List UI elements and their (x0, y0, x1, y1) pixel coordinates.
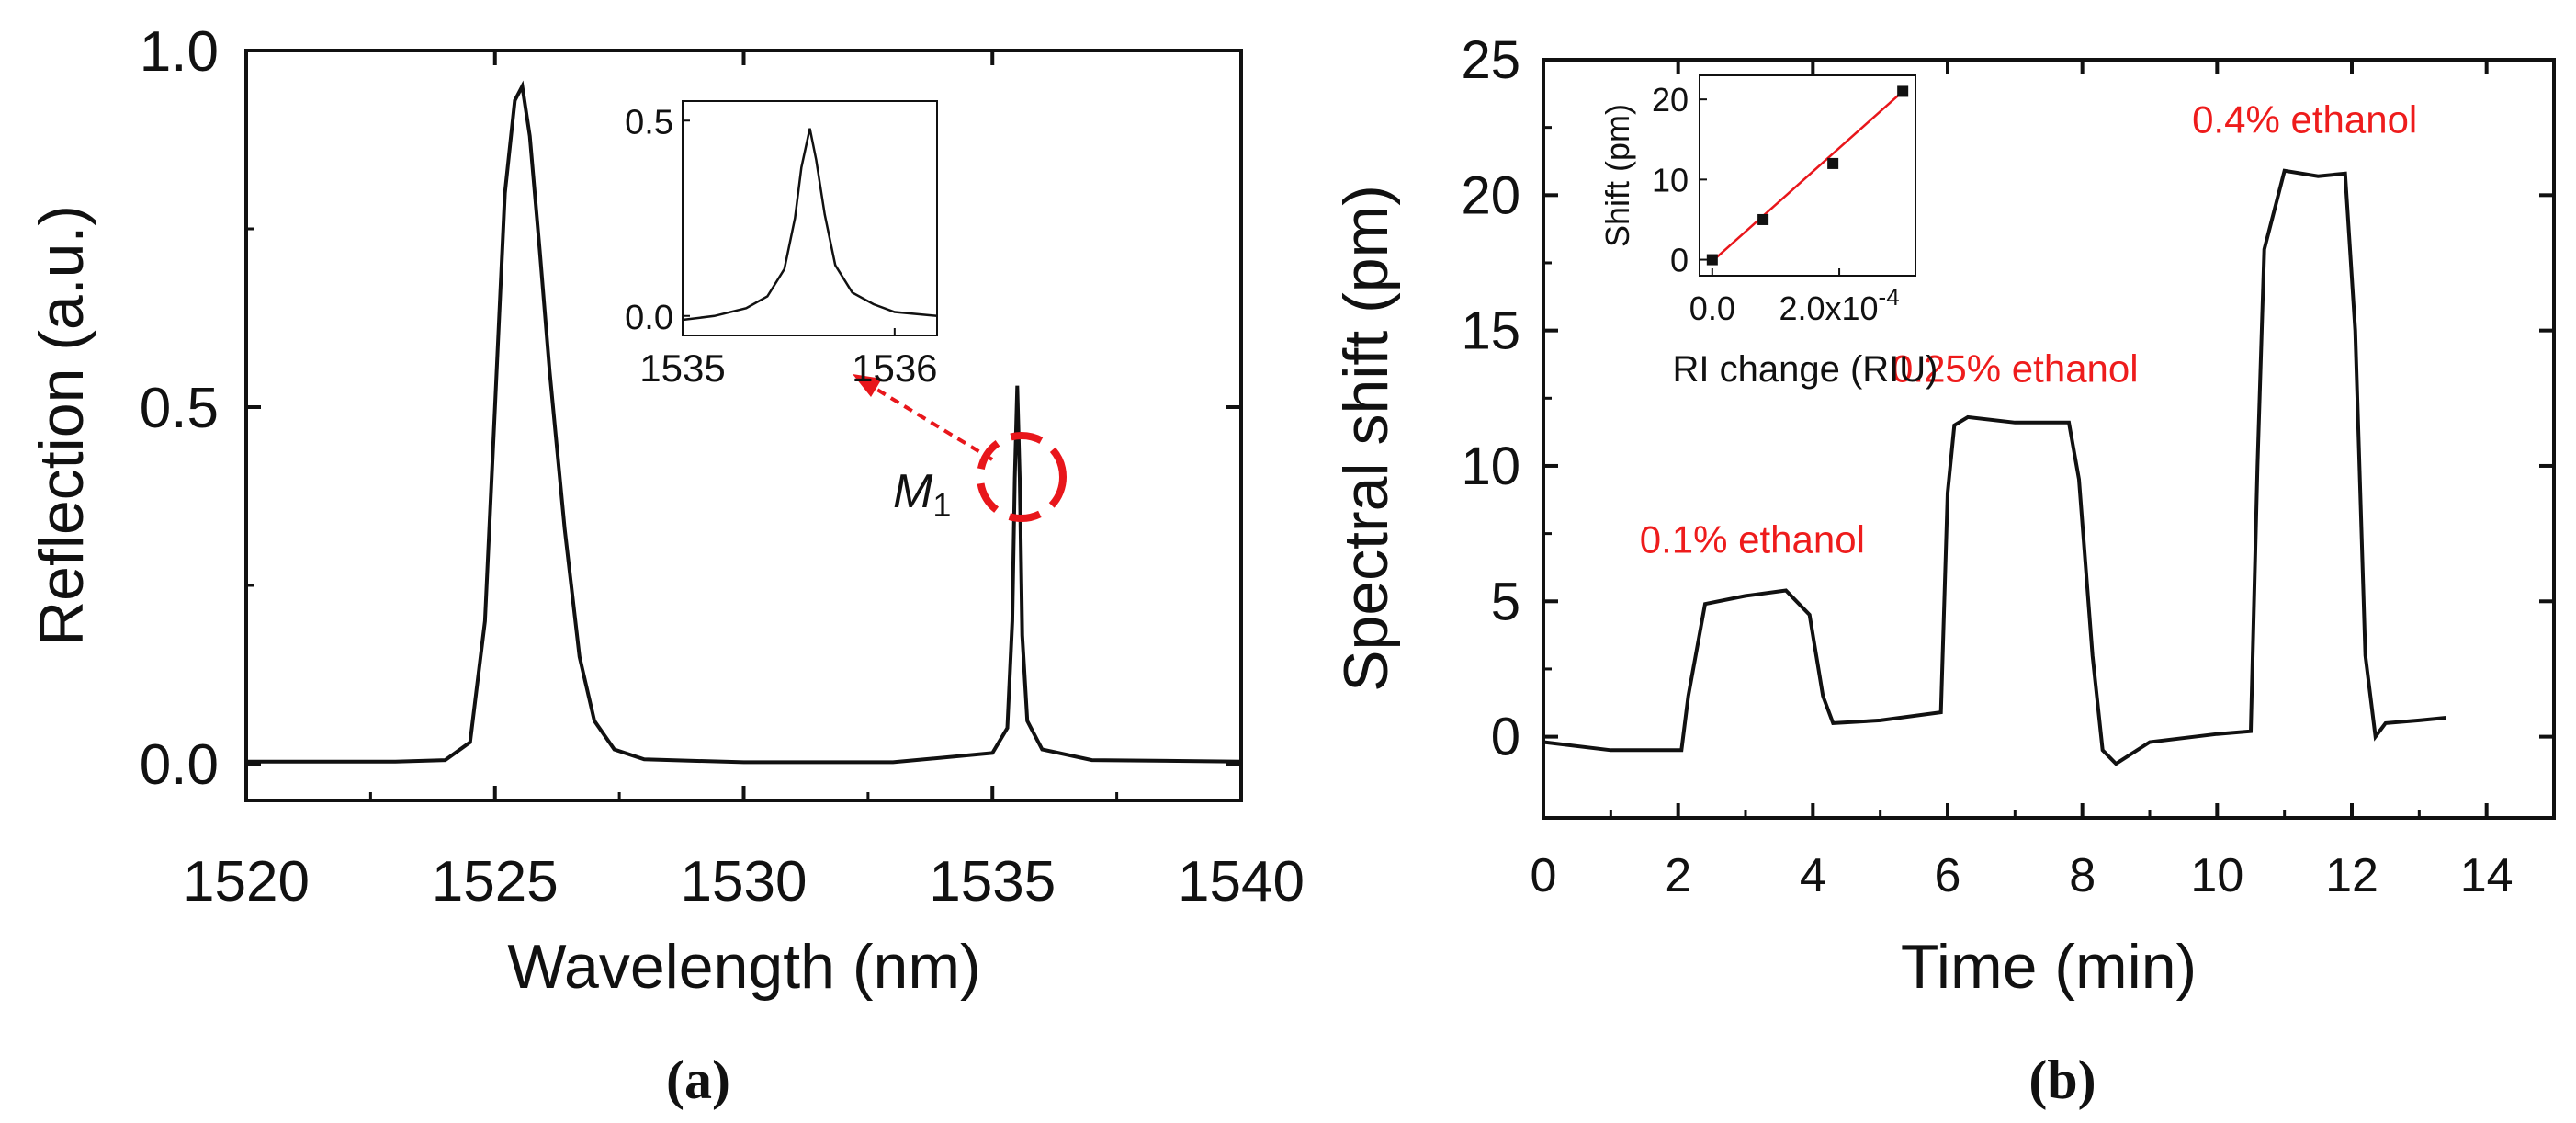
y-tick-label: 25 (1461, 30, 1520, 90)
panel-a-inset: 1535 1536 0.0 0.5 (625, 100, 938, 390)
inset-y-tick-label: 0 (1670, 242, 1689, 279)
panel-b-inset-tick-labels: 0.0 2.0x10-4 0 10 20 (1652, 81, 1900, 327)
inset-y-tick-label: 0.5 (625, 103, 673, 142)
inset-x-tick-label: 2.0x10-4 (1779, 283, 1899, 327)
panel-a-inset-ticks (682, 119, 896, 335)
inset-data-point (1897, 85, 1909, 97)
x-tick-label: 0 (1531, 849, 1557, 902)
x-tick-label: 8 (2069, 849, 2096, 902)
inset-x-tick-label: 0.0 (1689, 289, 1735, 327)
x-tick-label: 1530 (681, 850, 808, 913)
x-tick-label: 14 (2460, 849, 2514, 902)
inset-x-tick-label: 1535 (639, 346, 725, 390)
x-tick-label: 1535 (929, 850, 1056, 913)
inset-y-tick-label: 0.0 (625, 299, 673, 337)
y-tick-label: 1.0 (140, 20, 219, 84)
y-tick-label: 20 (1461, 165, 1520, 225)
ethanol-annotation: 0.4% ethanol (2192, 98, 2417, 142)
inset-x-tick-exponent: -4 (1879, 283, 1900, 311)
y-tick-label: 15 (1461, 301, 1520, 361)
marker-subscript: 1 (932, 486, 951, 524)
inset-fit-line (1711, 90, 1904, 263)
panel-b-inset: 0.0 2.0x10-4 0 10 20 RI change (RIU) Shift (… (1599, 74, 1938, 390)
panel-b-inset-ticks (1700, 98, 1841, 276)
inset-y-tick-label: 20 (1652, 81, 1689, 119)
panel-a-ticks (244, 49, 1243, 800)
inset-y-tick-label: 10 (1652, 161, 1689, 199)
x-tick-label: 1525 (432, 850, 559, 913)
ethanol-annotation: 0.25% ethanol (1892, 347, 2139, 391)
panel-a-tick-labels: 1520 1525 1530 1535 1540 0.0 0.5 1.0 (140, 20, 1305, 913)
panel-a-inset-frame (682, 100, 938, 336)
x-tick-label: 1520 (183, 850, 310, 913)
marker-label: M1 (893, 465, 951, 524)
x-tick-label: 6 (1935, 849, 1961, 902)
marker-arrowhead (853, 374, 882, 397)
panel-a-x-axis-label: Wavelength (nm) (507, 932, 980, 1002)
inset-data-point (1706, 254, 1718, 266)
panel-b-x-axis-label: Time (min) (1901, 932, 2197, 1002)
spectral-shift-line (1542, 168, 2446, 766)
panel-a: 1520 1525 1530 1535 1540 0.0 0.5 1.0 Wavelength… (27, 20, 1305, 1110)
inset-data-point (1757, 213, 1769, 225)
panel-a-inset-tick-labels: 1535 1536 0.0 0.5 (625, 103, 937, 390)
panel-b-caption: (b) (2028, 1049, 2096, 1110)
x-tick-label: 12 (2325, 849, 2378, 902)
panel-b-plot-frame (1542, 58, 2556, 820)
panel-b-annotations: 0.1% ethanol 0.25% ethanol 0.4% ethanol (1640, 98, 2418, 562)
panel-b: 0 2 4 6 8 10 12 14 0 5 10 15 20 25 0.1% ethanol 0.25% … (1331, 30, 2556, 1110)
y-tick-label: 10 (1461, 437, 1520, 496)
inset-resonance-line (682, 128, 938, 322)
reflection-spectrum-line (246, 80, 1242, 765)
panel-b-inset-x-axis-label: RI change (RIU) (1673, 349, 1938, 390)
inset-x-tick-label: 1536 (852, 346, 937, 390)
marker-arrow-line (866, 382, 994, 461)
panel-b-tick-labels: 0 2 4 6 8 10 12 14 0 5 10 15 20 25 (1461, 30, 2513, 902)
marker-circle (977, 432, 1067, 522)
panel-b-inset-y-axis-label: Shift (pm) (1599, 104, 1636, 247)
panel-b-ticks (1542, 58, 2554, 818)
panel-b-y-axis-label: Spectral shift (pm) (1331, 185, 1401, 692)
y-tick-label: 5 (1491, 572, 1520, 631)
x-tick-label: 2 (1665, 849, 1691, 902)
inset-data-point (1827, 157, 1839, 169)
ethanol-annotation: 0.1% ethanol (1640, 517, 1865, 561)
panel-a-caption: (a) (666, 1049, 730, 1110)
x-tick-label: 1540 (1178, 850, 1305, 913)
panel-a-y-axis-label: Reflection (a.u.) (27, 205, 96, 646)
y-tick-label: 0.0 (140, 733, 219, 797)
y-tick-label: 0 (1491, 708, 1520, 767)
x-tick-label: 4 (1800, 849, 1826, 902)
inset-data-points (1706, 85, 1909, 266)
x-tick-label: 10 (2190, 849, 2243, 902)
y-tick-label: 0.5 (140, 377, 219, 440)
